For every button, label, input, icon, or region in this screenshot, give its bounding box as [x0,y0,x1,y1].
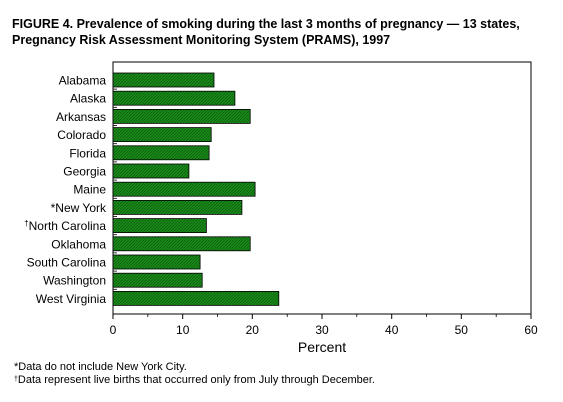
y-label-mark-new-york: * [51,201,56,215]
y-label-florida: Florida [69,146,106,160]
x-tick-label-40: 40 [385,323,399,337]
x-tick-label-0: 0 [110,323,117,337]
y-label-mark-north-carolina: † [24,219,28,228]
bar-south-carolina [112,254,201,270]
bar-alaska [112,90,236,106]
x-tick-label-30: 30 [315,323,329,337]
footnotes: *Data do not include New York City. †Dat… [14,361,375,387]
x-tick-label-20: 20 [246,323,260,337]
bar-georgia [112,163,190,179]
bar-west-virginia [112,290,280,306]
bar-arkansas [112,109,251,124]
y-label-arkansas: Arkansas [56,110,106,124]
bar-colorado [112,127,212,142]
y-label-alaska: Alaska [70,92,106,106]
y-label-maine: Maine [73,183,106,197]
footnote-mark-2: † [14,376,18,383]
y-label-alabama: Alabama [59,74,107,88]
footnote-north-carolina: †Data represent live births that occurre… [14,374,375,387]
y-label-south-carolina: South Carolina [27,256,107,270]
y-label-oklahoma: Oklahoma [51,237,106,251]
y-label-washington: Washington [43,274,106,288]
y-label-georgia: Georgia [63,165,106,179]
chart-title: FIGURE 4. Prevalence of smoking during t… [12,16,557,48]
bar-alabama [112,72,215,88]
x-axis-label: Percent [298,339,346,355]
footnote-mark-1: * [14,361,19,373]
bar-oklahoma [112,236,251,252]
bar-washington [112,272,203,288]
chart-title-line-1: FIGURE 4. Prevalence of smoking during t… [12,17,520,31]
chart-title-line-2: Pregnancy Risk Assessment Monitoring Sys… [12,33,391,47]
x-tick-label-50: 50 [455,323,469,337]
y-label-colorado: Colorado [57,128,106,142]
bar-north-carolina [112,218,207,234]
y-label-north-carolina: †North Carolina [24,219,106,233]
x-tick-label-10: 10 [176,323,190,337]
x-tick-label-60: 60 [524,323,538,337]
footnote-text-1: Data do not include New York City. [18,361,187,373]
y-label-west-virginia: West Virginia [36,292,107,306]
footnote-new-york: *Data do not include New York City. [14,361,375,374]
y-label-new-york: *New York [51,201,107,215]
footnote-text-2: Data represent live births that occurred… [17,374,375,386]
bar-new-york [112,199,243,215]
bar-maine [112,181,256,197]
bar-florida [112,145,210,161]
